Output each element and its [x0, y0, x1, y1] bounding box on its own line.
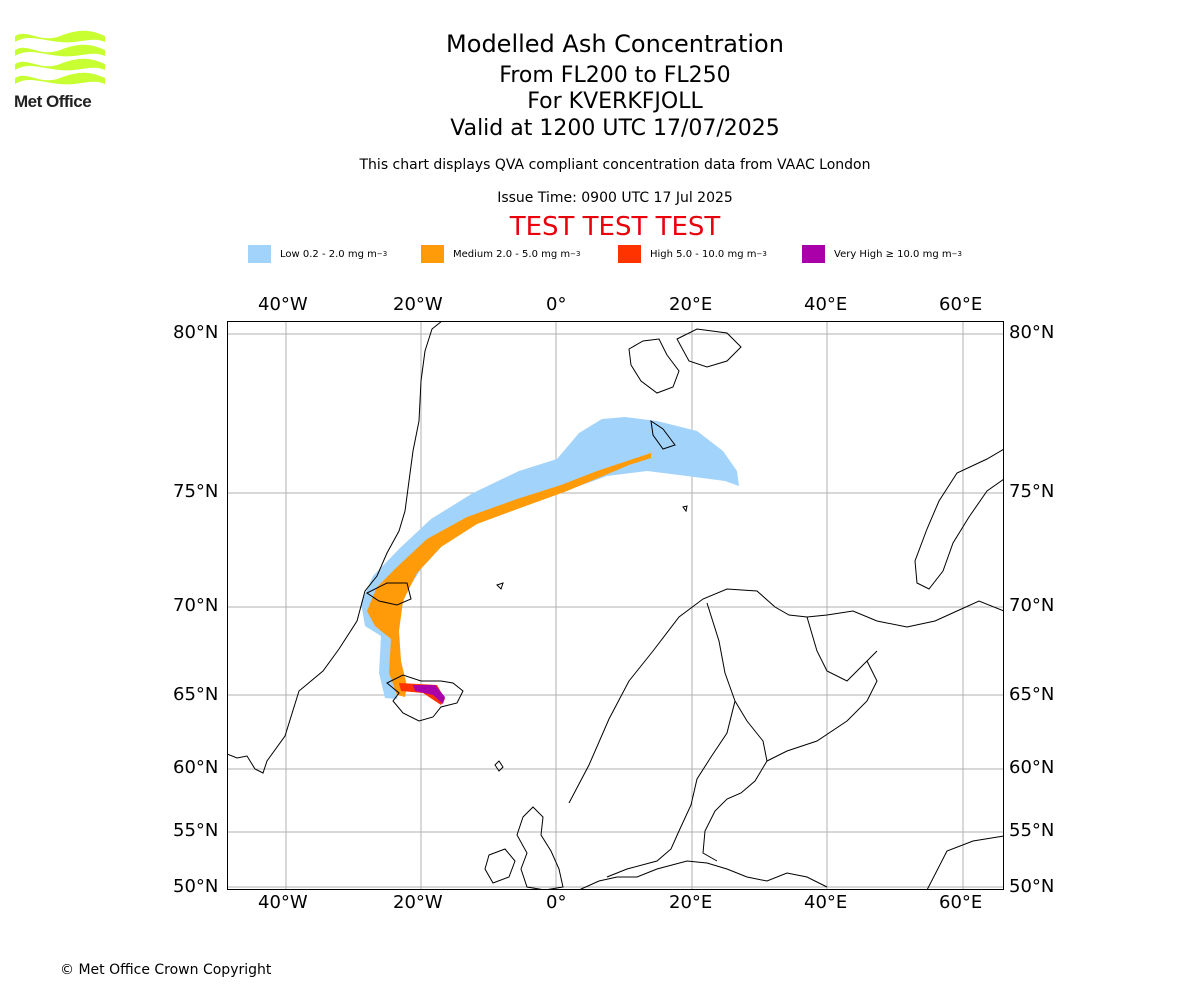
- lon-tick-top-20e: 20°E: [669, 294, 713, 315]
- lon-tick-bottom-40w: 40°W: [258, 892, 308, 913]
- legend-unit-sup: −3: [951, 250, 962, 258]
- map-frame: [227, 321, 1004, 890]
- graticule: [227, 321, 1004, 890]
- lon-tick-top-0: 0°: [546, 294, 567, 315]
- legend-unit-sup: −3: [570, 250, 581, 258]
- flight-level-range: From FL200 to FL250: [499, 63, 731, 88]
- legend-swatch-medium: [421, 245, 444, 263]
- lat-tick-right-70n: 70°N: [1009, 595, 1055, 616]
- legend-item-medium: Medium 2.0 - 5.0 mg m −3: [421, 244, 580, 264]
- legend-item-very-high: Very High ≥ 10.0 mg m −3: [802, 244, 962, 264]
- legend-swatch-low: [248, 245, 271, 263]
- valid-time: Valid at 1200 UTC 17/07/2025: [450, 116, 780, 141]
- volcano-name: For KVERKFJOLL: [527, 89, 703, 114]
- chart-title: Modelled Ash Concentration: [446, 30, 784, 58]
- lon-tick-bottom-40e: 40°E: [804, 892, 848, 913]
- met-office-logo-text: Met Office: [14, 92, 92, 111]
- lon-tick-bottom-20w: 20°W: [393, 892, 443, 913]
- legend-unit-sup: −3: [756, 250, 767, 258]
- legend-label-low: Low 0.2 - 2.0 mg m: [280, 248, 377, 260]
- coastlines: [227, 321, 1004, 890]
- lon-tick-top-60e: 60°E: [939, 294, 983, 315]
- lon-tick-top-20w: 20°W: [393, 294, 443, 315]
- lat-tick-left-80n: 80°N: [173, 322, 219, 343]
- lat-tick-left-55n: 55°N: [173, 820, 219, 841]
- lon-tick-bottom-0: 0°: [546, 892, 567, 913]
- lat-tick-right-65n: 65°N: [1009, 684, 1055, 705]
- met-office-logo: Met Office: [14, 30, 114, 114]
- legend-swatch-very-high: [802, 245, 825, 263]
- ash-plume-very-high: [413, 685, 445, 704]
- lat-tick-left-60n: 60°N: [173, 757, 219, 778]
- legend-label-high: High 5.0 - 10.0 mg m: [650, 248, 757, 260]
- legend-unit-sup: −3: [376, 250, 388, 258]
- lat-tick-left-70n: 70°N: [173, 595, 219, 616]
- lat-tick-left-50n: 50°N: [173, 876, 219, 897]
- compliance-note: This chart displays QVA compliant concen…: [359, 157, 871, 173]
- lat-tick-left-75n: 75°N: [173, 481, 219, 502]
- lat-tick-left-65n: 65°N: [173, 684, 219, 705]
- legend-swatch-high: [618, 245, 641, 263]
- met-office-logo-waves: [15, 30, 105, 85]
- legend-item-low: Low 0.2 - 2.0 mg m −3: [248, 244, 387, 264]
- ash-plume-medium: [367, 453, 651, 697]
- copyright-notice: © Met Office Crown Copyright: [60, 962, 272, 978]
- test-banner: TEST TEST TEST: [509, 212, 721, 242]
- lon-tick-bottom-60e: 60°E: [939, 892, 983, 913]
- lat-tick-right-55n: 55°N: [1009, 820, 1055, 841]
- lat-tick-right-60n: 60°N: [1009, 757, 1055, 778]
- lon-tick-top-40w: 40°W: [258, 294, 308, 315]
- lat-tick-right-50n: 50°N: [1009, 876, 1055, 897]
- legend-label-medium: Medium 2.0 - 5.0 mg m: [453, 248, 571, 260]
- legend-item-high: High 5.0 - 10.0 mg m −3: [618, 244, 767, 264]
- lon-tick-bottom-20e: 20°E: [669, 892, 713, 913]
- ash-map: [227, 321, 1004, 890]
- legend-label-very-high: Very High ≥ 10.0 mg m: [834, 248, 952, 260]
- lon-tick-top-40e: 40°E: [804, 294, 848, 315]
- lat-tick-right-75n: 75°N: [1009, 481, 1055, 502]
- issue-time: Issue Time: 0900 UTC 17 Jul 2025: [497, 190, 733, 206]
- lat-tick-right-80n: 80°N: [1009, 322, 1055, 343]
